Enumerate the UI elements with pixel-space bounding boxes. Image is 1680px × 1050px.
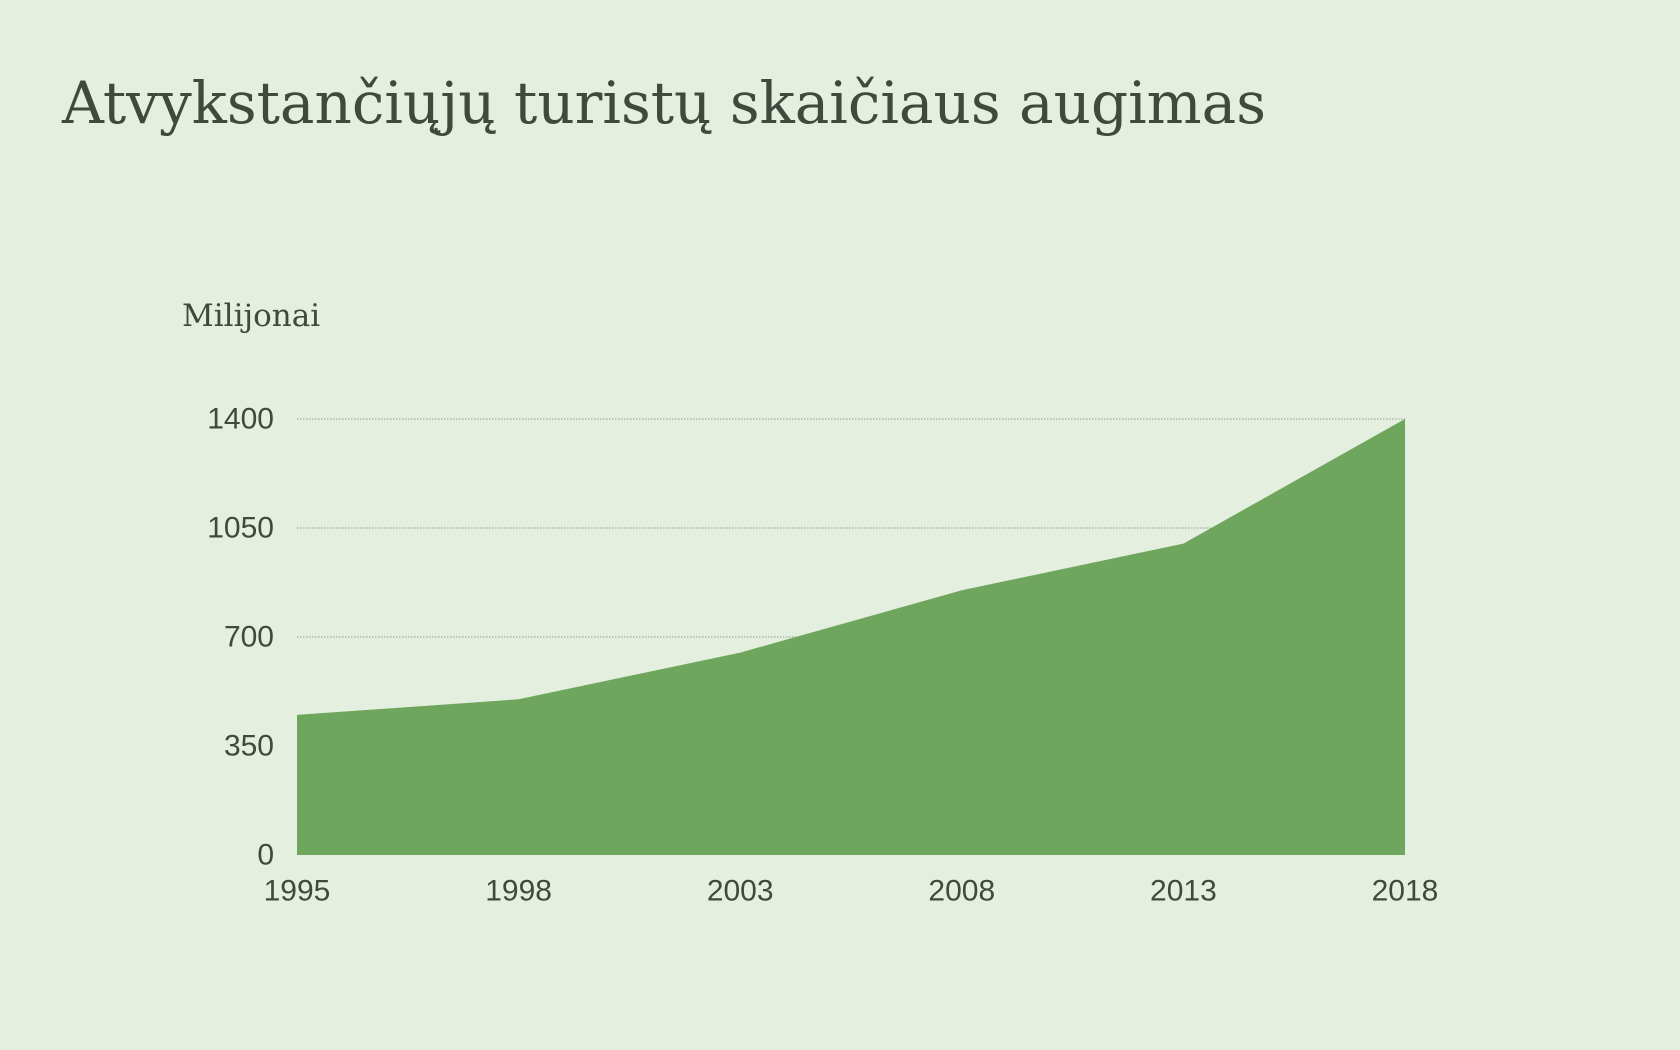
- x-tick-label: 2018: [1372, 875, 1439, 908]
- y-axis-unit-label: Milijonai: [182, 298, 321, 334]
- y-tick-label: 700: [224, 621, 274, 654]
- chart-title: Atvykstančiųjų turistų skaičiaus augimas: [62, 69, 1266, 137]
- x-tick-label: 1998: [485, 875, 552, 908]
- y-tick-label: 0: [257, 839, 274, 872]
- y-axis-ticks: 0 350 700 1050 1400: [207, 403, 274, 872]
- x-tick-label: 2013: [1150, 875, 1217, 908]
- x-tick-label: 2003: [707, 875, 774, 908]
- y-tick-label: 350: [224, 730, 274, 763]
- y-tick-label: 1400: [207, 403, 274, 436]
- area-fill: [297, 419, 1405, 855]
- y-tick-label: 1050: [207, 512, 274, 545]
- x-tick-label: 1995: [264, 875, 331, 908]
- area-series: [297, 419, 1405, 855]
- x-tick-label: 2008: [928, 875, 995, 908]
- x-axis-ticks: 1995 1998 2003 2008 2013 2018: [264, 875, 1439, 908]
